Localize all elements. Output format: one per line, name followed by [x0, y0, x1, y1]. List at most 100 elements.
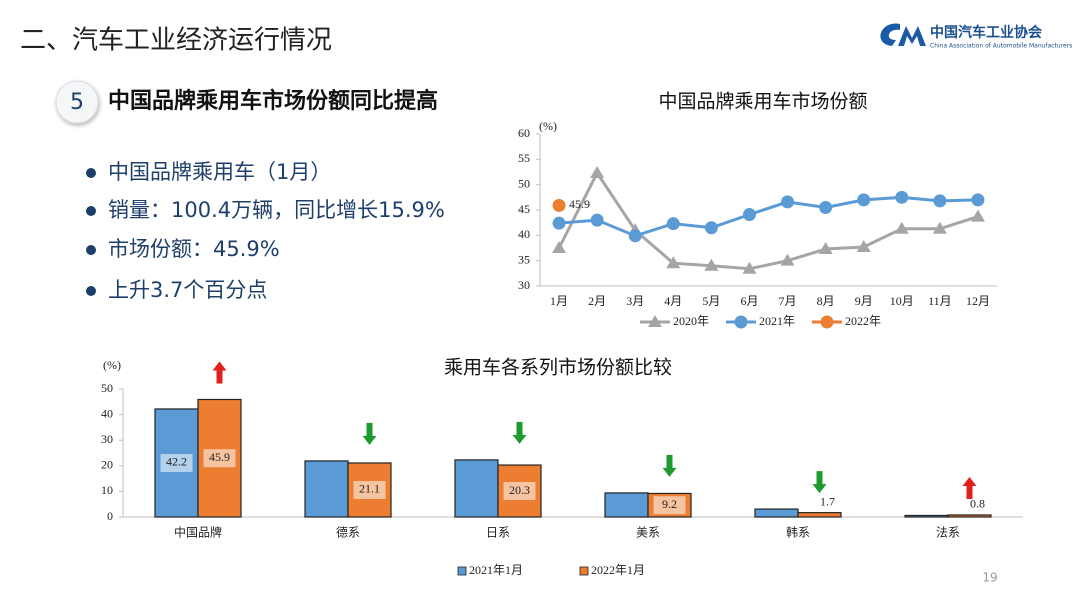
y-tick-label: 50 [101, 381, 113, 395]
x-tick-label: 8月 [817, 294, 835, 308]
marker [666, 256, 681, 269]
legend-label: 2021年1月 [469, 563, 523, 577]
bar [797, 512, 842, 518]
y-axis-label: (%) [103, 358, 121, 372]
y-axis-label: (%) [539, 119, 557, 133]
x-tick-label: 中国品牌 [174, 525, 222, 540]
y-tick-label: 45 [518, 202, 530, 216]
section-number: 5 [70, 90, 84, 115]
y-tick-label: 30 [518, 278, 530, 292]
marker [818, 242, 833, 255]
trend-arrow [512, 421, 527, 444]
trend-arrow [962, 476, 977, 499]
marker [742, 261, 757, 274]
marker [856, 239, 871, 252]
bullet-list: 中国品牌乘用车（1月） 销量：100.4万辆，同比增长15.9% 市场份额：45.9… [86, 160, 445, 302]
y-tick-label: 40 [518, 227, 530, 241]
logo-mark [898, 26, 926, 46]
marker [704, 258, 719, 271]
marker [781, 195, 795, 209]
slide-header: 二、汽车工业经济运行情况 [20, 26, 332, 56]
marker [932, 221, 947, 234]
data-label: 9.2 [662, 497, 677, 511]
y-tick-label: 35 [518, 252, 530, 266]
x-tick-label: 7月 [779, 294, 797, 308]
legend-label: 2021年 [759, 314, 795, 328]
bullet-text: 上升3.7个百分点 [108, 278, 267, 302]
marker [704, 221, 718, 235]
label-background [353, 480, 386, 499]
data-label: 42.2 [166, 455, 187, 469]
section-badge [55, 80, 99, 124]
bar [947, 514, 992, 518]
data-label: 21.1 [359, 482, 380, 496]
legend-label: 2022年1月 [591, 563, 645, 577]
trend-arrow [362, 422, 377, 445]
label-background [653, 496, 686, 515]
y-tick-label: 30 [101, 432, 113, 446]
marker [857, 193, 871, 207]
chart-title: 乘用车各系列市场份额比较 [444, 357, 672, 379]
x-tick-label: 美系 [636, 526, 660, 540]
marker [933, 194, 947, 208]
y-tick-label: 50 [518, 176, 530, 190]
bullet-text: 销量：100.4万辆，同比增长15.9% [108, 198, 445, 222]
trend-arrow [662, 454, 677, 477]
bullet-text: 市场份额：45.9% [108, 237, 280, 261]
x-tick-label: 韩系 [786, 525, 810, 540]
legend-swatch [579, 566, 589, 576]
marker [971, 193, 985, 207]
marker [552, 241, 567, 253]
marker [970, 209, 985, 222]
section-title: 中国品牌乘用车市场份额同比提高 [108, 88, 438, 114]
y-tick-label: 20 [101, 458, 113, 472]
chart-title: 中国品牌乘用车市场份额 [658, 91, 867, 113]
bar [604, 492, 649, 518]
y-tick-label: 0 [107, 509, 113, 523]
legend-label: 2022年 [845, 314, 881, 328]
bullet-dot [86, 286, 96, 296]
x-tick-label: 法系 [936, 526, 960, 540]
bar [904, 514, 949, 518]
series-line [557, 170, 979, 271]
bullet-dot [86, 245, 96, 255]
marker [666, 217, 680, 231]
x-tick-label: 3月 [626, 294, 644, 308]
marker [895, 190, 909, 204]
x-tick-label: 10月 [890, 294, 914, 308]
x-tick-label: 12月 [966, 294, 990, 308]
org-name-en: China Association of Automobile Manufact… [930, 43, 1072, 50]
marker [628, 229, 642, 243]
x-tick-label: 1月 [550, 294, 568, 308]
label-background [203, 449, 236, 468]
legend-label: 2020年 [673, 314, 709, 328]
data-label: 20.3 [509, 483, 530, 497]
x-tick-label: 5月 [702, 294, 720, 308]
marker [742, 208, 756, 222]
bullet-dot [86, 206, 96, 216]
marker [590, 213, 604, 227]
org-name: 中国汽车工业协会 [930, 24, 1043, 41]
marker [734, 315, 748, 329]
x-tick-label: 2月 [588, 294, 606, 308]
label-background [160, 453, 193, 472]
y-tick-label: 55 [518, 151, 530, 165]
marker [894, 221, 909, 234]
bar [454, 459, 499, 518]
trend-arrow [212, 361, 227, 384]
data-label: 1.7 [820, 494, 835, 508]
data-label: 45.9 [209, 450, 230, 464]
marker [648, 315, 662, 327]
bullet-text: 中国品牌乘用车（1月） [108, 160, 331, 184]
bullet-dot [86, 168, 96, 178]
data-label: 0.8 [970, 497, 985, 511]
bar [304, 460, 349, 518]
marker [780, 253, 795, 266]
marker [590, 166, 605, 179]
marker [552, 216, 566, 230]
x-tick-label: 日系 [486, 526, 510, 540]
marker [552, 198, 566, 212]
logo [880, 23, 926, 46]
x-tick-label: 11月 [928, 294, 952, 308]
